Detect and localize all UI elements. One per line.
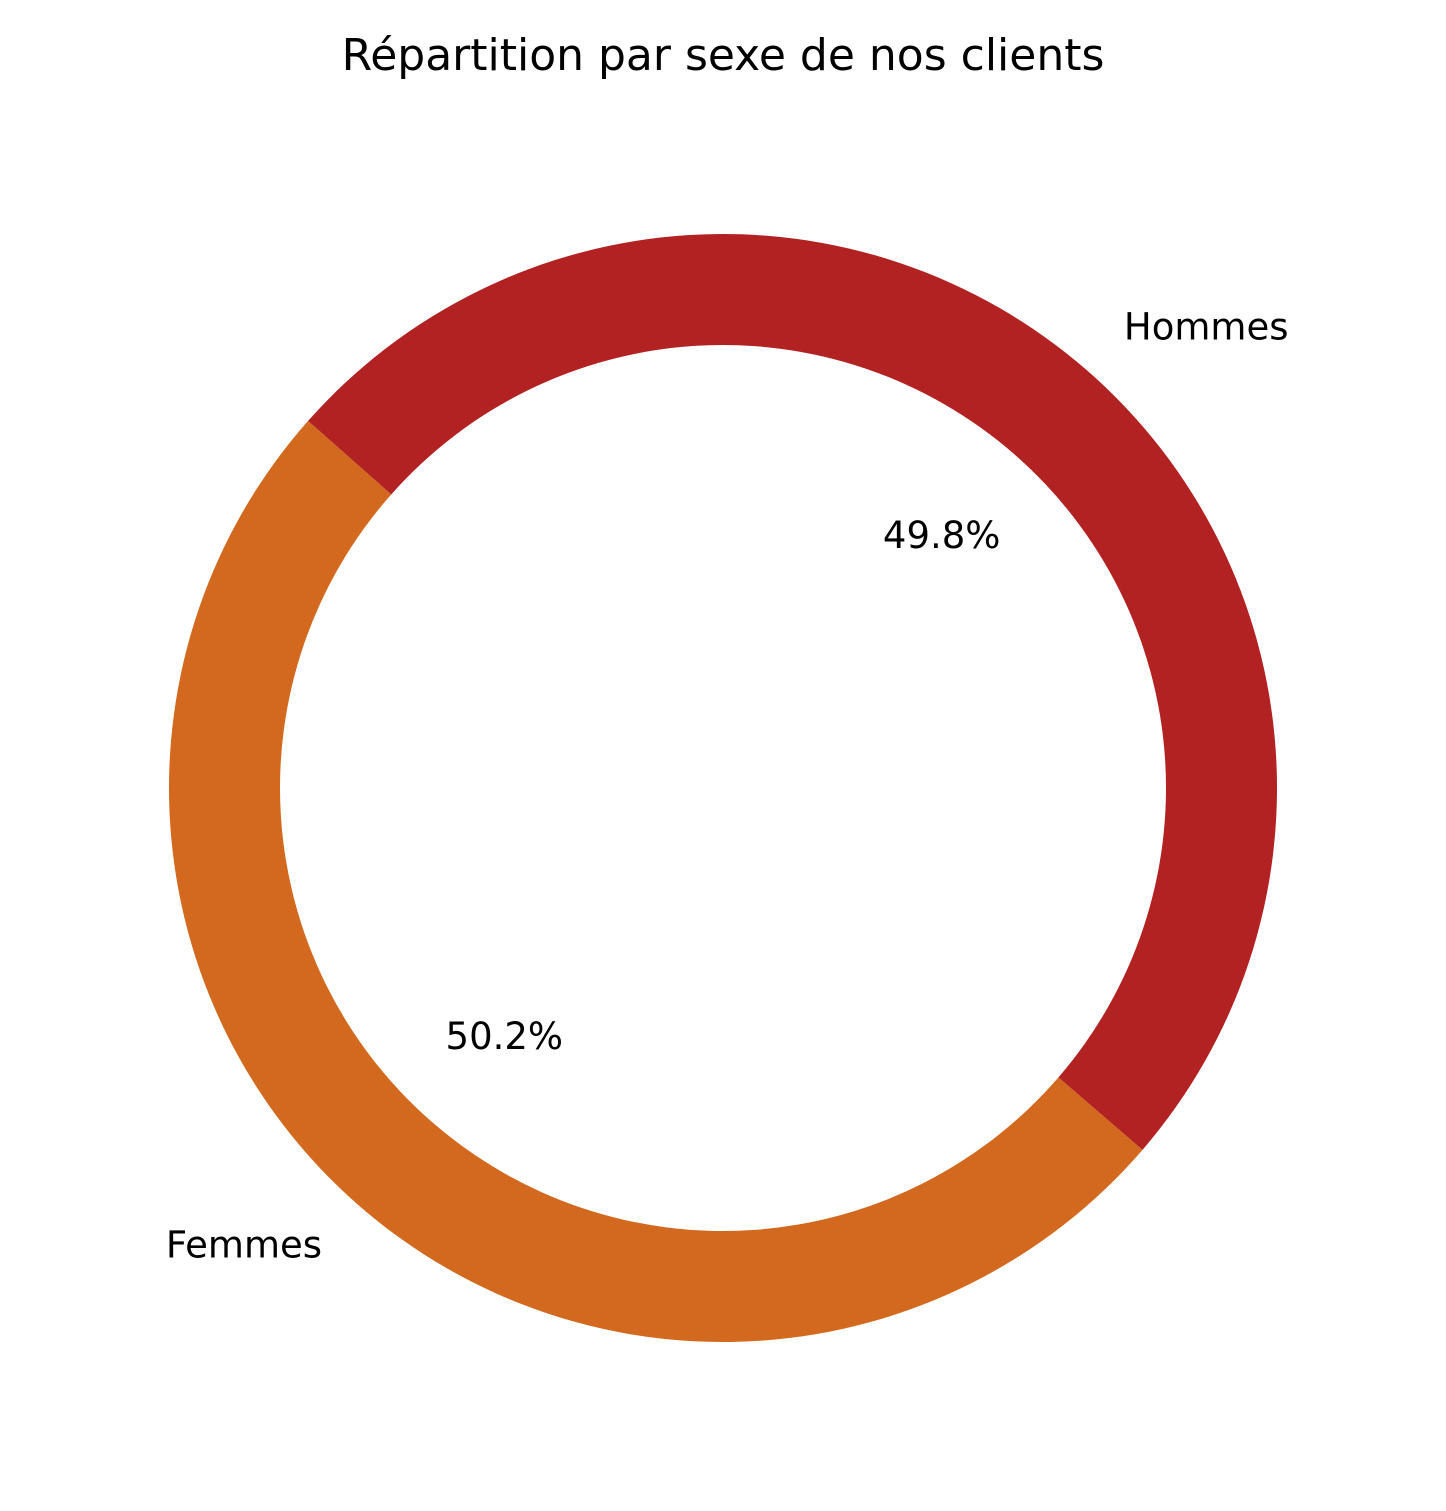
labels-group: Femmes 50.2% Hommes 49.8%	[166, 306, 1289, 1267]
slice-femmes	[169, 420, 1143, 1342]
slice-hommes	[308, 233, 1278, 1150]
percent-label-hommes: 49.8%	[883, 514, 1001, 557]
percent-label-femmes: 50.2%	[446, 1015, 564, 1058]
slice-label-femmes: Femmes	[166, 1223, 322, 1266]
slices-group	[169, 233, 1278, 1342]
slice-label-hommes: Hommes	[1124, 306, 1289, 349]
chart-title: Répartition par sexe de nos clients	[342, 30, 1105, 81]
